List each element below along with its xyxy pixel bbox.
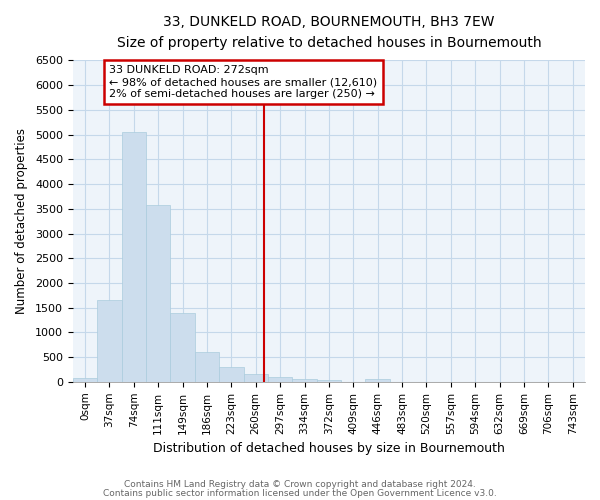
Bar	[73, 378, 97, 382]
Text: 33 DUNKELD ROAD: 272sqm
← 98% of detached houses are smaller (12,610)
2% of semi: 33 DUNKELD ROAD: 272sqm ← 98% of detache…	[109, 66, 377, 98]
Bar	[317, 380, 341, 382]
Bar	[146, 205, 170, 382]
Title: 33, DUNKELD ROAD, BOURNEMOUTH, BH3 7EW
Size of property relative to detached hou: 33, DUNKELD ROAD, BOURNEMOUTH, BH3 7EW S…	[116, 15, 541, 50]
Bar	[268, 376, 292, 382]
Text: Contains public sector information licensed under the Open Government Licence v3: Contains public sector information licen…	[103, 489, 497, 498]
Bar	[170, 312, 195, 382]
Text: Contains HM Land Registry data © Crown copyright and database right 2024.: Contains HM Land Registry data © Crown c…	[124, 480, 476, 489]
Bar	[219, 367, 244, 382]
X-axis label: Distribution of detached houses by size in Bournemouth: Distribution of detached houses by size …	[153, 442, 505, 455]
Bar	[195, 352, 219, 382]
Y-axis label: Number of detached properties: Number of detached properties	[15, 128, 28, 314]
Bar	[244, 374, 268, 382]
Bar	[97, 300, 122, 382]
Bar	[292, 379, 317, 382]
Bar	[122, 132, 146, 382]
Bar	[365, 379, 390, 382]
